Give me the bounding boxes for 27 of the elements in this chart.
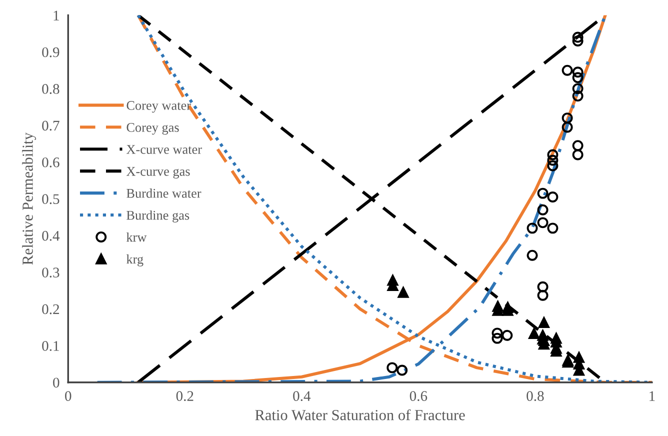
y-tick-label: 0.7 — [42, 120, 60, 131]
y-tick-label: 0.5 — [42, 194, 60, 204]
y-tick-label: 0.9 — [42, 47, 60, 58]
y-tick-label: 1 — [54, 10, 59, 20]
x-tick-label: 0.6 — [410, 391, 428, 402]
legend-label: X-curve gas — [126, 167, 190, 179]
y-tick-label: 0.1 — [42, 341, 59, 351]
x-tick-label: 0.2 — [176, 391, 194, 402]
y-tick-label: 0.4 — [42, 230, 60, 241]
y-axis-title: Relative Permeability — [22, 132, 36, 265]
y-tick-label: 0.6 — [42, 157, 60, 168]
legend-label: Burdine water — [126, 188, 202, 198]
x-axis-title: Ratio Water Saturation of Fracture — [255, 409, 465, 420]
y-tick-label: 0 — [53, 378, 60, 388]
legend-label: krw — [126, 232, 147, 242]
legend-label: Burdine gas — [126, 210, 190, 222]
legend-label: krg — [126, 254, 144, 266]
x-tick-label: 0 — [65, 391, 72, 401]
y-tick-label: 0.2 — [42, 304, 59, 314]
legend-label: Corey gas — [126, 123, 179, 135]
y-tick-label: 0.3 — [42, 268, 60, 278]
y-tick-label: 0.8 — [42, 84, 60, 94]
x-tick-label: 1 — [650, 391, 655, 401]
legend-label: Corey water — [126, 101, 191, 113]
x-tick-label: 0.4 — [293, 391, 311, 402]
x-tick-label: 0.8 — [526, 391, 544, 402]
legend-label: X-curve water — [126, 145, 202, 154]
